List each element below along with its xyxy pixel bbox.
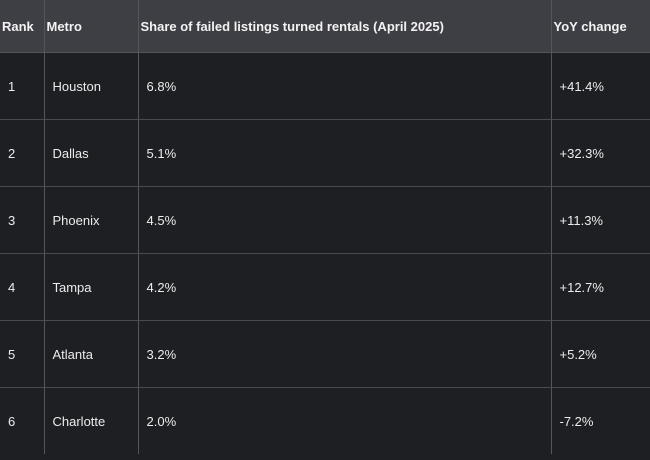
table-cell: +41.4% [550, 52, 650, 120]
column-header: Rank [0, 0, 44, 53]
table-row: 4 Tampa 4.2% +12.7% [0, 253, 650, 321]
table-row: 3 Phoenix 4.5% +11.3% [0, 186, 650, 254]
table-cell: 6.8% [137, 52, 551, 120]
table-cell: Phoenix [43, 186, 138, 254]
table-body: 1 Houston 6.8% +41.4% 2 Dallas 5.1% +32.3% 3 Phoe… [0, 52, 650, 454]
header-row: Rank Metro Share of failed listings turn… [0, 0, 650, 53]
table-row: 6 Charlotte 2.0% -7.2% [0, 387, 650, 454]
table-cell: Atlanta [43, 320, 138, 388]
table-cell: Houston [43, 52, 138, 120]
table-cell: 5.1% [137, 119, 551, 187]
table-cell: 2.0% [137, 387, 551, 454]
table-row: 1 Houston 6.8% +41.4% [0, 52, 650, 120]
table-cell: 4.5% [137, 186, 551, 254]
table-cell: Dallas [43, 119, 138, 187]
table-cell: +12.7% [550, 253, 650, 321]
table-cell: 3 [0, 186, 44, 254]
table-cell: +32.3% [550, 119, 650, 187]
table-row: 5 Atlanta 3.2% +5.2% [0, 320, 650, 388]
table-cell: 4 [0, 253, 44, 321]
table-cell: -7.2% [550, 387, 650, 454]
table-cell: 3.2% [137, 320, 551, 388]
column-header: Metro [43, 0, 138, 53]
table-cell: Charlotte [43, 387, 138, 454]
table-header: Rank Metro Share of failed listings turn… [0, 0, 650, 53]
table-cell: 4.2% [137, 253, 551, 321]
table-cell: +11.3% [550, 186, 650, 254]
table-cell: 2 [0, 119, 44, 187]
table-cell: +5.2% [550, 320, 650, 388]
table-cell: Tampa [43, 253, 138, 321]
table-cell: 1 [0, 52, 44, 120]
table-row: 2 Dallas 5.1% +32.3% [0, 119, 650, 187]
table-cell: 6 [8, 413, 16, 429]
column-header: YoY change [550, 0, 650, 53]
column-header: Share of failed listings turned rentals … [137, 0, 551, 53]
table-cell: 5 [0, 320, 44, 388]
